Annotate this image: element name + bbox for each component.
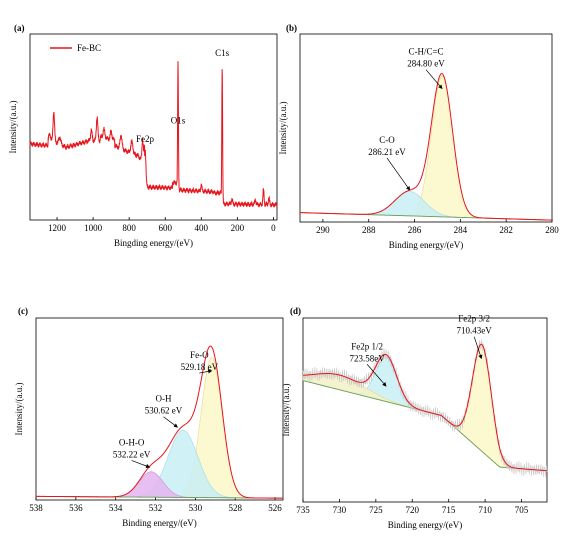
x-tick-label: 280: [545, 225, 559, 235]
annotation-arrow: [366, 364, 387, 387]
plot-frame: [35, 317, 284, 501]
x-tick-label: 530: [189, 503, 203, 513]
annotation-arrow: [473, 336, 483, 360]
annotation-text: Fe2p 3/2: [458, 314, 490, 324]
annotation-text: O-H: [155, 394, 171, 404]
x-tick-label: 200: [231, 223, 245, 233]
annotation-text: 286.21 eV: [368, 147, 406, 157]
x-axis-label: Binding energy/(eV): [388, 520, 463, 530]
panel-b: (b) 290 288 286 284 282 280 Binding energy/(eV)…: [278, 23, 559, 250]
x-tick-label: 538: [29, 503, 43, 513]
legend-label: Fe-BC: [77, 43, 101, 53]
x-tick-label: 286: [408, 225, 422, 235]
annotation-arrow: [386, 157, 411, 191]
panel-label: (a): [14, 23, 25, 33]
x-tick-label: 730: [333, 505, 347, 515]
peak-component: [35, 471, 284, 499]
x-tick-label: 282: [499, 225, 513, 235]
y-axis-label: Intensity/(a.u.): [8, 101, 18, 154]
peak-component: [302, 373, 548, 472]
raw-data-line: [302, 339, 548, 478]
annotation-text: 284.80 eV: [407, 59, 445, 69]
x-axis-label: Binding energy/(eV): [122, 518, 197, 528]
x-tick-label: 800: [122, 223, 136, 233]
x-tick-label: 720: [406, 505, 420, 515]
x-tick-label: 600: [158, 223, 172, 233]
x-tick-label: 532: [149, 503, 163, 513]
y-axis-label: Intensity/(a.u.): [281, 384, 291, 437]
annotation-text: O-H-O: [119, 437, 145, 447]
peak-component: [299, 75, 553, 221]
x-tick-label: 715: [442, 505, 456, 515]
annotation-text: 723.58eV: [349, 353, 385, 363]
peak-component: [302, 344, 548, 472]
x-axis-label: Bingding energy/(eV): [114, 238, 193, 248]
annotation-arrow: [131, 460, 151, 468]
x-tick-label: 725: [369, 505, 383, 515]
x-tick-label: 534: [109, 503, 123, 513]
x-tick-label: 1200: [48, 223, 67, 233]
annotation-text: Fe2p: [136, 134, 155, 144]
annotation-arrow: [199, 369, 213, 374]
annotation-text: 529.18 eV: [181, 362, 219, 372]
annotation-arrow: [425, 69, 443, 90]
x-axis-label: Binding energy/(eV): [389, 240, 464, 250]
annotation-text: Fe-O: [190, 350, 209, 360]
x-tick-label: 290: [316, 225, 330, 235]
x-tick-label: 705: [515, 505, 529, 515]
annotation-text: 530.62 eV: [145, 406, 183, 416]
y-axis-label: Intensity/(a.u.): [278, 102, 288, 155]
x-tick-label: 526: [268, 503, 282, 513]
annotation-text: C-O: [379, 135, 395, 145]
x-tick-label: 536: [69, 503, 83, 513]
panel-label: (c): [18, 306, 28, 316]
panel-a: (a) 1200 1000 800 600 400 200 0 Bingding energy/…: [8, 23, 278, 248]
annotation-arrow: [163, 416, 178, 428]
annotation-text: Fe2p 1/2: [351, 341, 383, 351]
annotation-text: C-H/C=C: [408, 47, 443, 57]
fit-envelope-line: [299, 72, 553, 221]
x-tick-label: 710: [478, 505, 492, 515]
panel-label: (b): [286, 23, 297, 33]
y-axis-label: Intensity/(a.u.): [14, 383, 24, 436]
plot-frame: [29, 33, 278, 221]
panel-label: (d): [290, 306, 301, 316]
x-tick-label: 284: [454, 225, 468, 235]
x-tick-label: 0: [271, 223, 276, 233]
baseline-line: [302, 380, 548, 472]
annotation-text: 710.43eV: [457, 326, 493, 336]
x-tick-label: 1000: [84, 223, 103, 233]
survey-line: [29, 61, 278, 209]
annotation-text: 532.22 eV: [113, 449, 151, 459]
x-tick-label: 288: [362, 225, 376, 235]
fit-envelope-line: [302, 343, 548, 472]
panel-d: (d) 735 730 725 720 715 710 705 Binding energy/(…: [281, 306, 548, 530]
x-tick-label: 528: [228, 503, 242, 513]
annotation-text: O1s: [171, 116, 186, 126]
x-tick-label: 400: [195, 223, 209, 233]
panel-c: (c) 538 536 534 532 530 528 526 Binding energy/(…: [14, 306, 284, 528]
x-tick-label: 735: [296, 505, 310, 515]
plot-frame: [302, 317, 548, 503]
annotation-text: C1s: [215, 48, 230, 58]
plot-frame: [299, 33, 553, 223]
fit-envelope-line: [35, 345, 284, 499]
